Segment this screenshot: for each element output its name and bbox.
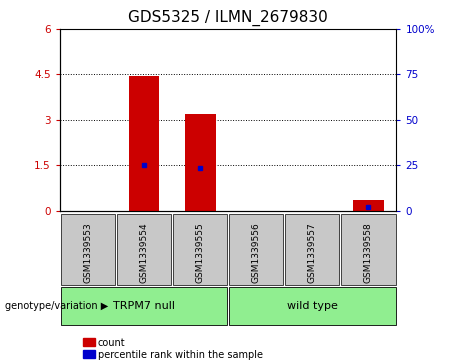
- Text: GSM1339557: GSM1339557: [308, 223, 317, 283]
- Text: count: count: [98, 338, 125, 348]
- Text: GSM1339556: GSM1339556: [252, 223, 261, 283]
- Text: GSM1339555: GSM1339555: [195, 223, 205, 283]
- Text: GSM1339558: GSM1339558: [364, 223, 373, 283]
- Title: GDS5325 / ILMN_2679830: GDS5325 / ILMN_2679830: [128, 10, 328, 26]
- Bar: [129, 76, 160, 211]
- Text: percentile rank within the sample: percentile rank within the sample: [98, 350, 263, 360]
- Text: GSM1339553: GSM1339553: [83, 223, 93, 283]
- Text: GSM1339554: GSM1339554: [140, 223, 148, 283]
- Text: genotype/variation ▶: genotype/variation ▶: [5, 301, 108, 311]
- Text: wild type: wild type: [287, 301, 338, 311]
- Text: TRPM7 null: TRPM7 null: [113, 301, 175, 311]
- Bar: [353, 200, 384, 211]
- Bar: [185, 114, 216, 211]
